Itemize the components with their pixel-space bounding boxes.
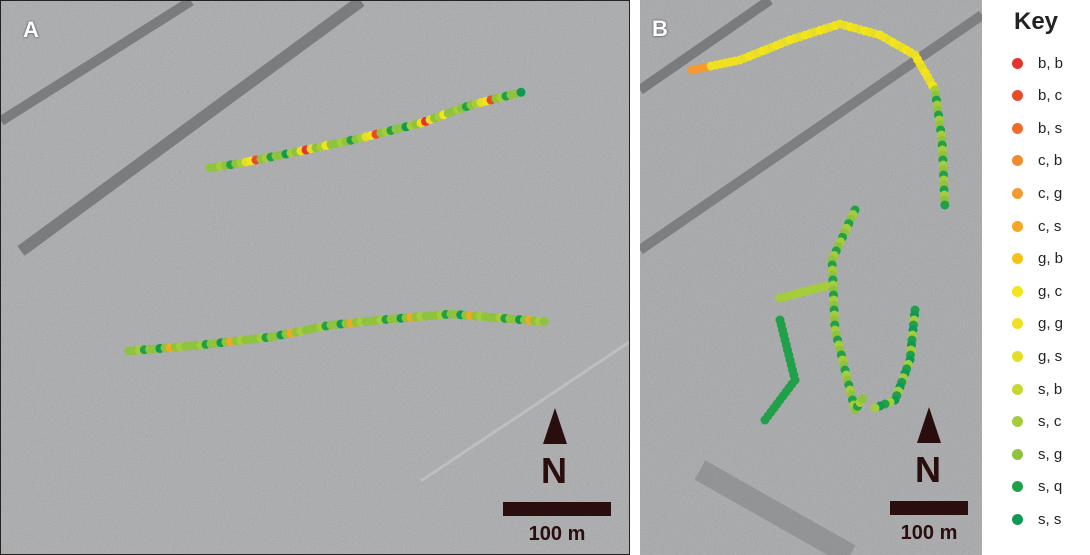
- legend-swatch: [1012, 285, 1023, 297]
- legend-item: c, s: [1012, 216, 1061, 236]
- legend-item: c, b: [1012, 151, 1062, 171]
- scale-label-b: 100 m: [900, 522, 958, 544]
- legend-item: b, c: [1012, 86, 1062, 106]
- dive-track-a: [124, 87, 549, 356]
- legend-item: s, g: [1012, 444, 1062, 464]
- dive-track-b: [687, 19, 950, 425]
- legend-label: b, s: [1038, 119, 1063, 137]
- trawl-scar: [1, 1, 194, 126]
- legend-label: s, s: [1038, 510, 1062, 528]
- legend-swatch: [1012, 90, 1023, 102]
- legend-label: s, g: [1038, 445, 1063, 463]
- legend-item: g, b: [1012, 249, 1063, 269]
- legend-item: b, b: [1012, 53, 1063, 73]
- legend-item: g, c: [1012, 281, 1062, 301]
- seafloor-image-b: [640, 0, 982, 555]
- legend-item: g, g: [1012, 314, 1063, 334]
- track-point: [940, 200, 950, 210]
- legend-swatch: [1012, 481, 1023, 493]
- legend-label: s, q: [1038, 478, 1063, 496]
- legend-title: Key: [1014, 8, 1059, 35]
- track-point: [820, 281, 830, 291]
- legend-item: s, s: [1012, 509, 1061, 529]
- legend-swatch: [1012, 155, 1023, 167]
- legend-swatch: [1012, 253, 1023, 265]
- legend-swatch: [1012, 318, 1023, 330]
- track-point: [760, 415, 770, 425]
- seafloor-line: [420, 340, 629, 483]
- north-label-a: N: [541, 450, 567, 491]
- legend-label: s, c: [1038, 413, 1062, 431]
- legend-label: g, g: [1038, 315, 1064, 333]
- panel-label-b: B: [652, 16, 668, 41]
- rough-terrain: [694, 460, 856, 555]
- track-point: [858, 394, 867, 404]
- legend: Key b, b b, c b, s c, b c, g c, s g, b g, c g, g…: [990, 0, 1090, 555]
- track-point: [516, 87, 526, 97]
- legend-label: g, b: [1038, 250, 1064, 268]
- map-panel-a: A N 100 m: [0, 0, 630, 555]
- legend-label: g, s: [1038, 347, 1063, 365]
- north-arrow-icon: [917, 407, 941, 443]
- legend-swatch: [1012, 416, 1023, 428]
- legend-item: s, c: [1012, 412, 1061, 432]
- north-arrow-icon: [543, 408, 567, 444]
- legend-swatch: [1012, 220, 1023, 232]
- north-label-b: N: [915, 449, 941, 490]
- legend-swatch: [1012, 57, 1023, 69]
- legend-swatch: [1012, 350, 1023, 362]
- legend-swatch: [1012, 448, 1023, 460]
- legend-label: s, b: [1038, 380, 1063, 398]
- legend-label: b, c: [1038, 87, 1063, 105]
- legend-item: c, g: [1012, 183, 1062, 203]
- scale-bar-a: [503, 502, 611, 516]
- legend-label: c, g: [1038, 184, 1063, 202]
- legend-swatch: [1012, 513, 1023, 525]
- trawl-scar: [17, 1, 365, 256]
- track-point: [870, 403, 880, 413]
- trawl-scar: [640, 0, 773, 95]
- scale-label-a: 100 m: [528, 523, 586, 545]
- legend-label: b, b: [1038, 54, 1064, 72]
- legend-label: c, b: [1038, 152, 1063, 170]
- scale-bar-b: [890, 501, 968, 515]
- legend-label: g, c: [1038, 282, 1063, 300]
- legend-label: c, s: [1038, 217, 1062, 235]
- legend-swatch: [1012, 383, 1023, 395]
- legend-item: s, b: [1012, 379, 1062, 399]
- legend-item: g, s: [1012, 346, 1062, 366]
- legend-item: b, s: [1012, 118, 1062, 138]
- map-panel-b: B N 100 m: [640, 0, 982, 555]
- panel-label-a: A: [23, 17, 39, 42]
- trawl-scar: [640, 10, 982, 255]
- seafloor-image-a: [1, 1, 629, 554]
- legend-swatch: [1012, 122, 1023, 134]
- legend-swatch: [1012, 187, 1023, 199]
- legend-item: s, q: [1012, 477, 1062, 497]
- track-point: [539, 317, 549, 327]
